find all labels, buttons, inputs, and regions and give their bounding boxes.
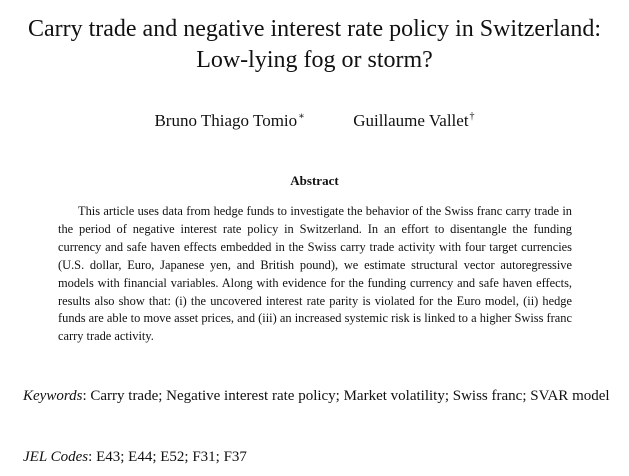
author-1: Bruno Thiago Tomio∗ [154,106,304,132]
paper-title: Carry trade and negative interest rate p… [27,16,602,73]
author-footnote-mark: † [469,111,475,122]
author-footnote-mark: ∗ [298,111,305,122]
keywords-line: Keywords: Carry trade; Negative interest… [23,383,611,409]
keywords-label: Keywords [23,388,83,404]
jel-text: : E43; E44; E52; F31; F37 [88,449,247,465]
abstract-text: This article uses data from hedge funds … [58,204,572,344]
author-name: Guillaume Vallet [353,111,469,130]
jel-label: JEL Codes [23,449,89,465]
keywords-text: : Carry trade; Negative interest rate po… [82,388,610,404]
author-name: Bruno Thiago Tomio [154,111,298,130]
jel-codes-line: JEL Codes: E43; E44; E52; F31; F37 [23,447,611,467]
author-2: Guillaume Vallet† [353,106,474,132]
abstract-heading: Abstract [290,173,339,188]
author-list: Bruno Thiago Tomio∗ Guillaume Vallet† [0,106,629,132]
